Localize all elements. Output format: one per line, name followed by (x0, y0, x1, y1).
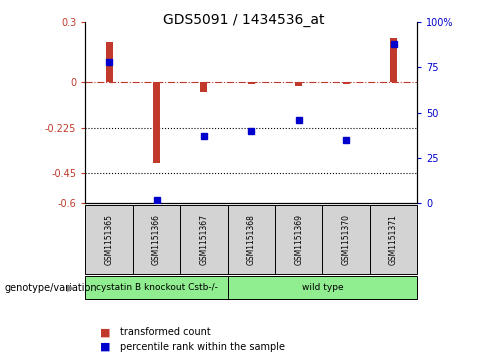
Text: GSM1151371: GSM1151371 (389, 214, 398, 265)
Text: transformed count: transformed count (120, 327, 210, 337)
Bar (275, 205, 323, 274)
Text: GDS5091 / 1434536_at: GDS5091 / 1434536_at (163, 13, 325, 27)
Bar (153, 82, 160, 163)
Text: ▶: ▶ (67, 283, 75, 293)
Text: GSM1151368: GSM1151368 (247, 214, 256, 265)
Text: GSM1151369: GSM1151369 (294, 214, 303, 265)
Bar (201, 82, 207, 92)
Bar (295, 82, 302, 86)
Bar (323, 205, 370, 274)
Bar (248, 82, 255, 84)
Text: wild type: wild type (302, 283, 343, 292)
Text: cystatin B knockout Cstb-/-: cystatin B knockout Cstb-/- (96, 283, 218, 292)
Bar (227, 205, 275, 274)
Bar (227, 276, 417, 299)
Text: GSM1151370: GSM1151370 (342, 214, 351, 265)
Text: GSM1151366: GSM1151366 (152, 214, 161, 265)
Text: percentile rank within the sample: percentile rank within the sample (120, 342, 285, 352)
Text: GSM1151365: GSM1151365 (104, 214, 114, 265)
Bar (85, 276, 227, 299)
Bar (105, 42, 113, 82)
Text: ■: ■ (100, 327, 111, 337)
Text: GSM1151367: GSM1151367 (200, 214, 208, 265)
Bar (133, 205, 180, 274)
Bar (343, 82, 350, 84)
Bar (180, 205, 227, 274)
Bar (390, 38, 397, 82)
Bar (85, 205, 133, 274)
Bar (370, 205, 417, 274)
Text: ■: ■ (100, 342, 111, 352)
Text: genotype/variation: genotype/variation (5, 283, 98, 293)
